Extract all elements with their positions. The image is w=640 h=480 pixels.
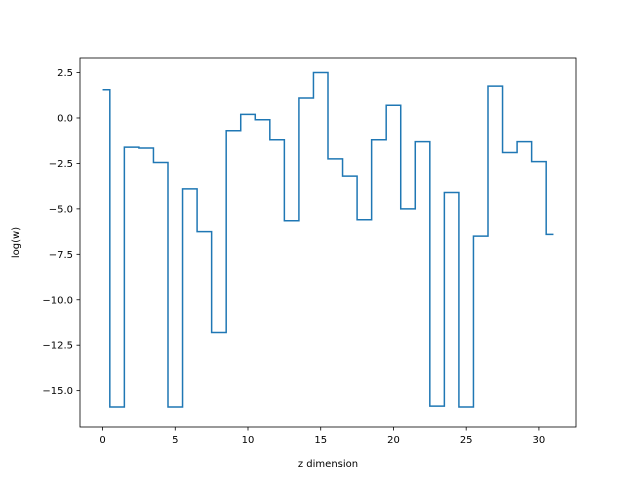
y-tick-label: −10.0 — [42, 295, 73, 306]
y-tick-label: −15.0 — [42, 386, 73, 397]
x-tick-label: 10 — [242, 435, 255, 446]
series-layer — [102, 71, 554, 408]
y-axis-ticks: 2.5 0.0 −2.5 −5.0 −7.5 −10.0 −12.5 −15.0 — [42, 68, 80, 397]
x-tick-label: 15 — [314, 435, 327, 446]
y-axis-label: log(w) — [11, 227, 22, 258]
x-tick-label: 20 — [387, 435, 400, 446]
x-axis-ticks: 0 5 10 15 20 25 30 — [99, 427, 545, 446]
y-tick-label: 2.5 — [57, 68, 73, 79]
y-tick-label: −7.5 — [49, 250, 73, 261]
plot-area-frame — [79, 57, 577, 428]
x-tick-label: 5 — [172, 435, 178, 446]
y-tick-label: −12.5 — [42, 341, 73, 352]
x-tick-label: 30 — [533, 435, 546, 446]
y-tick-label: −2.5 — [49, 159, 73, 170]
y-tick-label: −5.0 — [49, 204, 73, 215]
y-tick-label: 0.0 — [57, 113, 73, 124]
x-axis-label: z dimension — [298, 459, 358, 470]
x-tick-label: 25 — [460, 435, 473, 446]
x-tick-label: 0 — [99, 435, 105, 446]
series-line-0 — [102, 71, 554, 408]
